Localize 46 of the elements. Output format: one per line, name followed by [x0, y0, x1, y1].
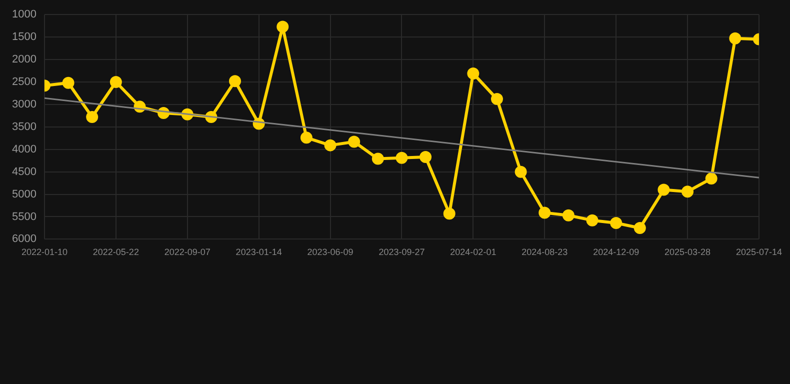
y-tick-label: 4500 — [12, 166, 36, 178]
x-tick-label: 2022-05-22 — [92, 247, 139, 258]
point — [62, 76, 74, 89]
point — [729, 32, 742, 44]
point — [562, 209, 574, 222]
point — [420, 150, 432, 163]
x-tick-label: 2023-01-14 — [236, 247, 282, 258]
point — [110, 76, 122, 88]
y-tick-label: 2000 — [12, 54, 36, 66]
point — [658, 184, 670, 196]
x-tick-label: 2023-06-09 — [307, 247, 354, 258]
x-tick-label: 2024-08-23 — [522, 247, 568, 258]
point — [634, 222, 646, 234]
point — [610, 217, 622, 230]
point — [682, 186, 694, 198]
x-tick-label: 2022-09-07 — [164, 247, 210, 258]
y-tick-label: 3500 — [12, 120, 36, 133]
point — [86, 111, 98, 124]
point — [490, 93, 503, 106]
point — [538, 206, 551, 219]
y-tick-label: 6000 — [12, 233, 36, 246]
point — [300, 132, 312, 144]
y-tick-label: 5000 — [12, 188, 36, 200]
point — [514, 166, 527, 178]
point — [324, 139, 336, 152]
x-tick-label: 2025-07-14 — [736, 247, 782, 258]
point — [705, 172, 718, 185]
y-tick-label: 4000 — [12, 143, 36, 156]
y-tick-label: 1000 — [12, 8, 36, 21]
x-tick-label: 2024-12-09 — [593, 247, 640, 258]
y-tick-label: 1500 — [12, 31, 36, 44]
point — [276, 20, 289, 33]
point — [396, 152, 408, 164]
point — [372, 152, 384, 165]
x-tick-label: 2022-01-10 — [21, 247, 68, 258]
point — [348, 136, 360, 148]
point — [443, 208, 456, 220]
point — [586, 214, 598, 226]
x-tick-label: 2023-09-27 — [378, 247, 425, 258]
x-tick-label: 2024-02-01 — [450, 247, 496, 258]
y-tick-label: 3000 — [12, 98, 36, 110]
x-tick-label: 2025-03-28 — [664, 247, 711, 258]
point — [467, 67, 480, 80]
point — [229, 75, 242, 88]
y-tick-label: 5500 — [12, 210, 36, 223]
y-tick-label: 2500 — [12, 76, 36, 88]
